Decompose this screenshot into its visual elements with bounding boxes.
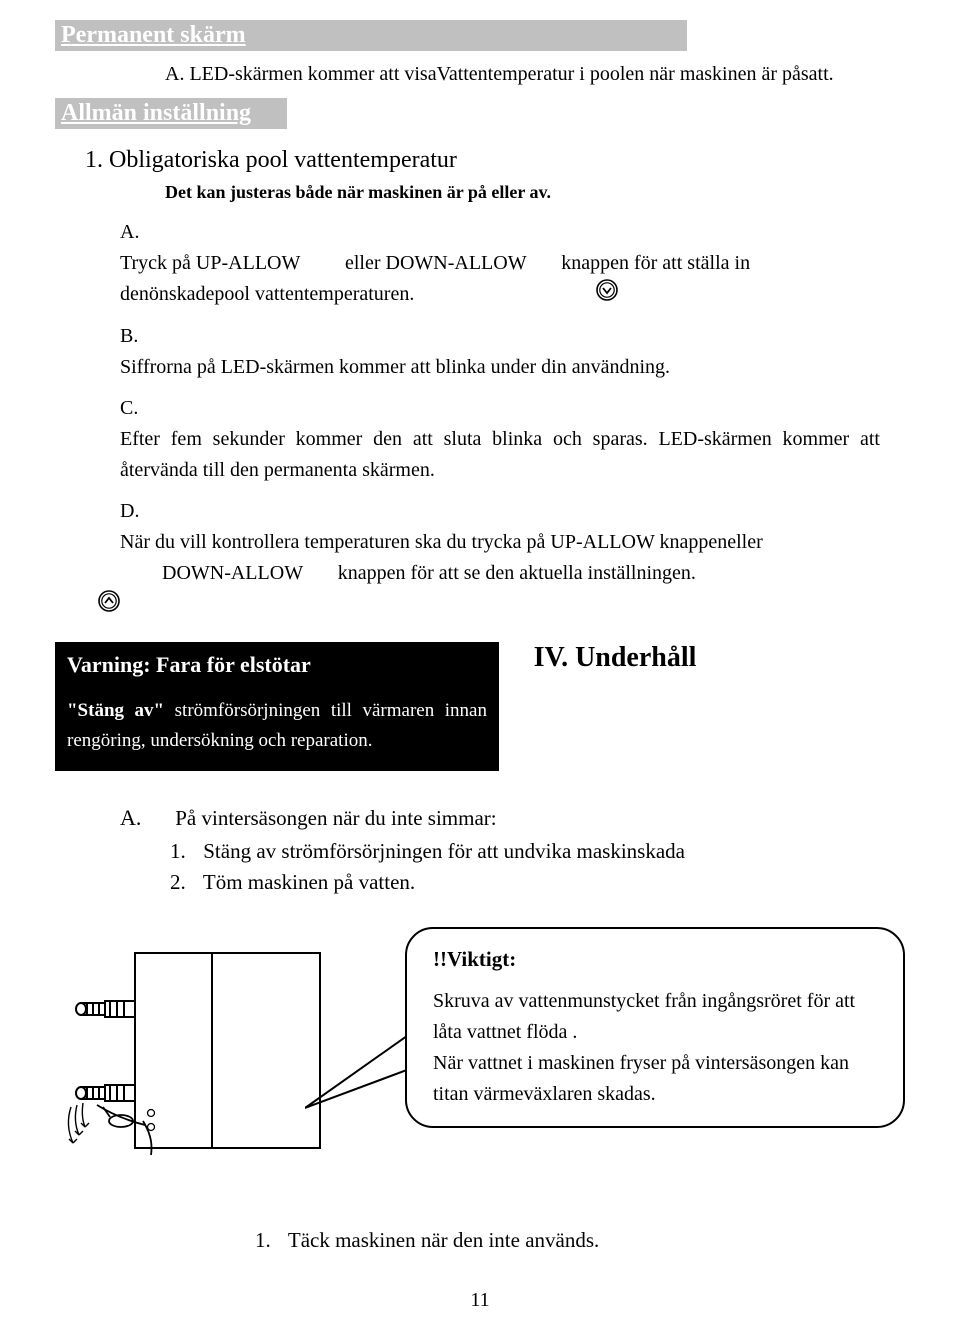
item-d-line2a: DOWN-ALLOW	[162, 562, 303, 584]
warning-box: Varning: Fara för elstötar "Stäng av" st…	[55, 642, 499, 771]
warning-title: Varning: Fara för elstötar	[67, 652, 487, 678]
item-a-line1a: Tryck på UP-ALLOW	[120, 252, 300, 274]
item-d-label: D.	[120, 496, 162, 527]
post-a-1-text: Stäng av strömförsörjningen för att undv…	[203, 839, 685, 863]
callout-body-2: När vattnet i maskinen fryser på vinters…	[433, 1052, 849, 1105]
item-c-label: C.	[120, 393, 162, 424]
item-a: A. Tryck på UP-ALLOW eller DOWN-ALLOW kn…	[120, 217, 905, 311]
callout-body: Skruva av vattenmunstycket från ingångsr…	[433, 986, 877, 1110]
post-a-2-text: Töm maskinen på vatten.	[203, 870, 415, 894]
section-allman-installning-header: Allmän inställning	[55, 98, 287, 129]
page-number: 11	[55, 1289, 905, 1312]
item-a-label: A.	[120, 217, 162, 248]
item-d-line1: När du vill kontrollera temperaturen ska…	[120, 531, 763, 553]
section-permanent-skarm-header: Permanent skärm	[55, 20, 687, 51]
item-b: B. Siffrorna på LED-skärmen kommer att b…	[120, 321, 905, 383]
post-a-label: A.	[120, 805, 170, 831]
item-a-line1c: knappen för att ställa in	[561, 252, 750, 274]
post-a-1-num: 1.	[170, 839, 198, 864]
device-diagram	[55, 945, 335, 1180]
item-a-body: Tryck på UP-ALLOW eller DOWN-ALLOW knapp…	[120, 248, 880, 311]
bottom-note-num: 1.	[255, 1228, 283, 1253]
item-b-label: B.	[120, 321, 162, 352]
item-d-body: När du vill kontrollera temperaturen ska…	[120, 527, 880, 621]
post-a: A. På vintersäsongen när du inte simmar:	[120, 805, 905, 831]
section2-note: Det kan justeras både när maskinen är på…	[165, 182, 905, 203]
down-allow-icon	[596, 279, 618, 311]
item-c-body: Efter fem sekunder kommer den att sluta …	[120, 424, 880, 486]
item-a-line2: denönskadepool vattentemperaturen.	[120, 283, 414, 305]
section2-heading-1: 1. Obligatoriska pool vattentemperatur	[85, 147, 905, 174]
bottom-note: 1. Täck maskinen när den inte används.	[255, 1228, 905, 1253]
item-d: D. När du vill kontrollera temperaturen …	[120, 496, 905, 621]
item-c: C. Efter fem sekunder kommer den att slu…	[120, 393, 905, 486]
callout-box: !!Viktigt: Skruva av vattenmunstycket fr…	[405, 927, 905, 1128]
section1-item-a: A. LED-skärmen kommer att visaVattentemp…	[165, 63, 905, 86]
up-allow-icon	[98, 590, 120, 622]
post-a-2-num: 2.	[170, 870, 198, 895]
diagram-row: !!Viktigt: Skruva av vattenmunstycket fr…	[55, 945, 905, 1180]
post-a-1: 1. Stäng av strömförsörjningen för att u…	[170, 839, 905, 864]
item-b-body: Siffrorna på LED-skärmen kommer att blin…	[120, 352, 880, 383]
post-a-text: På vintersäsongen när du inte simmar:	[175, 806, 496, 830]
bottom-note-text: Täck maskinen när den inte används.	[288, 1228, 599, 1252]
item-d-line2b: knappen för att se den aktuella inställn…	[338, 562, 696, 584]
warning-body: "Stäng av" strömförsörjningen till värma…	[67, 696, 487, 757]
warning-body-prefix: "Stäng av"	[67, 700, 164, 721]
page: Permanent skärm A. LED-skärmen kommer at…	[0, 0, 960, 1332]
callout-body-1: Skruva av vattenmunstycket från ingångsr…	[433, 990, 855, 1043]
item-a-line1b: eller DOWN-ALLOW	[345, 252, 526, 274]
callout-title: !!Viktigt:	[433, 947, 877, 972]
post-a-2: 2. Töm maskinen på vatten.	[170, 870, 905, 895]
